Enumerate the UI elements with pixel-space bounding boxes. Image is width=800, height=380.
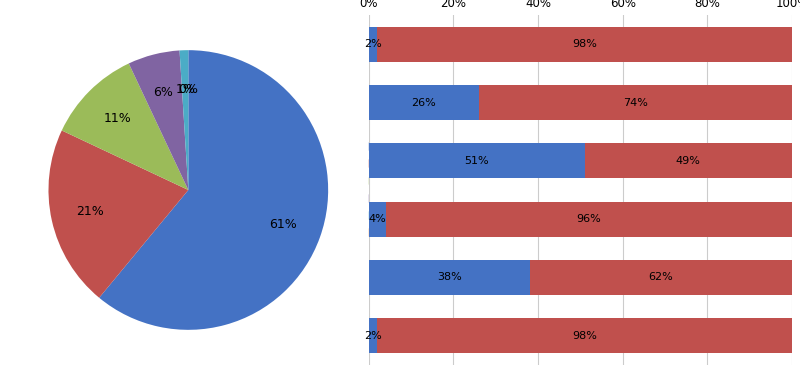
Text: 49%: 49% xyxy=(676,156,701,166)
Bar xyxy=(377,27,792,62)
Bar xyxy=(369,85,478,120)
Text: 74%: 74% xyxy=(623,98,648,108)
Text: 11%: 11% xyxy=(103,112,131,125)
Wedge shape xyxy=(179,50,188,190)
Text: 96%: 96% xyxy=(577,214,601,224)
Legend: CODEINE, OXYCODONE, HYDROMORPHONE, MORPHINE, HYDROCODONE, FENTANYL: CODEINE, OXYCODONE, HYDROMORPHONE, MORPH… xyxy=(369,142,491,238)
Text: 26%: 26% xyxy=(411,98,436,108)
Wedge shape xyxy=(49,130,188,298)
Text: 98%: 98% xyxy=(572,331,597,340)
Wedge shape xyxy=(129,51,188,190)
Bar xyxy=(369,260,530,295)
Text: 61%: 61% xyxy=(269,218,297,231)
Text: 6%: 6% xyxy=(154,86,174,99)
Text: 38%: 38% xyxy=(437,272,462,282)
Text: 62%: 62% xyxy=(648,272,673,282)
Bar xyxy=(478,85,792,120)
Text: 2%: 2% xyxy=(364,40,382,49)
Wedge shape xyxy=(99,50,328,330)
Bar xyxy=(369,27,377,62)
Bar xyxy=(369,318,377,353)
Bar xyxy=(377,318,792,353)
Text: 2%: 2% xyxy=(364,331,382,340)
Bar xyxy=(369,202,386,237)
Wedge shape xyxy=(62,63,188,190)
Text: 1%: 1% xyxy=(175,83,195,96)
Text: 21%: 21% xyxy=(76,206,104,218)
Bar xyxy=(369,143,585,178)
Text: 98%: 98% xyxy=(572,40,597,49)
Text: 51%: 51% xyxy=(464,156,489,166)
Bar xyxy=(386,202,792,237)
Bar xyxy=(530,260,792,295)
Text: 4%: 4% xyxy=(368,214,386,224)
Text: 0%: 0% xyxy=(178,83,198,96)
Bar xyxy=(585,143,792,178)
